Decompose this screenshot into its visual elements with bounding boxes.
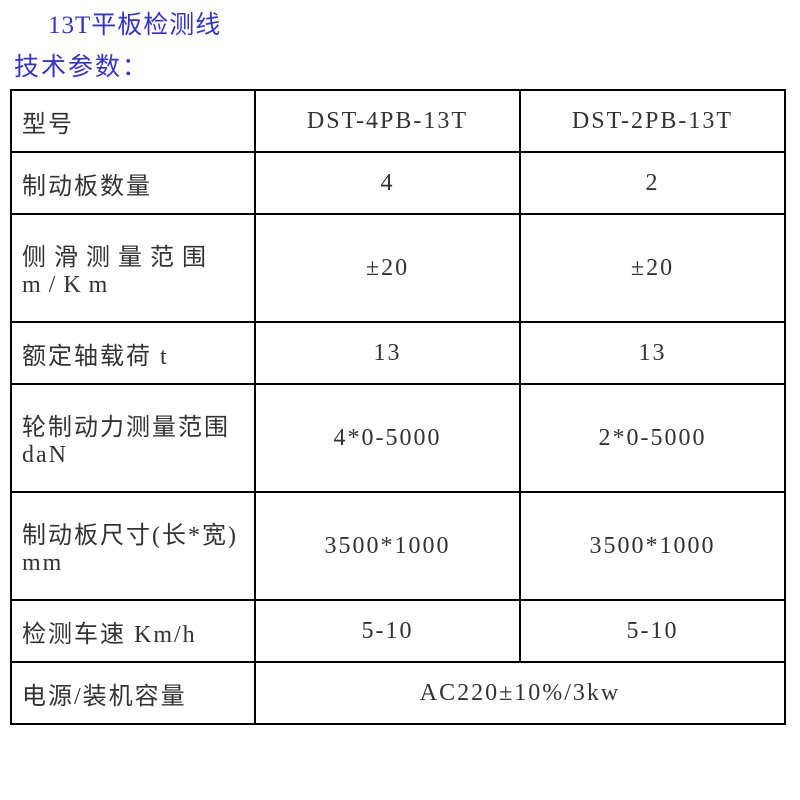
table-row: 检测车速 Km/h 5-10 5-10: [11, 600, 785, 662]
cell-value: 2: [520, 152, 785, 214]
cell-value: 3500*1000: [255, 492, 520, 600]
cell-label: 制动板数量: [11, 152, 255, 214]
cell-label: 轮制动力测量范围 daN: [11, 384, 255, 492]
cell-value: DST-4PB-13T: [255, 90, 520, 152]
cell-value: 5-10: [255, 600, 520, 662]
cell-value: 4: [255, 152, 520, 214]
spec-table: 型号 DST-4PB-13T DST-2PB-13T 制动板数量 4 2 侧滑测…: [10, 89, 786, 725]
cell-value: 13: [255, 322, 520, 384]
cell-label: 型号: [11, 90, 255, 152]
table-row: 制动板数量 4 2: [11, 152, 785, 214]
cell-value: 13: [520, 322, 785, 384]
cell-value: 4*0-5000: [255, 384, 520, 492]
cell-value-merged: AC220±10%/3kw: [255, 662, 785, 724]
table-row: 轮制动力测量范围 daN 4*0-5000 2*0-5000: [11, 384, 785, 492]
cell-value: ±20: [520, 214, 785, 322]
cell-value: 3500*1000: [520, 492, 785, 600]
cell-label: 电源/装机容量: [11, 662, 255, 724]
page-title: 13T平板检测线: [48, 5, 790, 41]
cell-label: 检测车速 Km/h: [11, 600, 255, 662]
cell-value: 5-10: [520, 600, 785, 662]
table-row: 电源/装机容量 AC220±10%/3kw: [11, 662, 785, 724]
cell-label: 额定轴载荷 t: [11, 322, 255, 384]
table-row: 额定轴载荷 t 13 13: [11, 322, 785, 384]
table-row: 侧滑测量范围m/Km ±20 ±20: [11, 214, 785, 322]
table-row: 制动板尺寸(长*宽) mm 3500*1000 3500*1000: [11, 492, 785, 600]
cell-value: 2*0-5000: [520, 384, 785, 492]
cell-value: ±20: [255, 214, 520, 322]
page-subtitle: 技术参数：: [14, 47, 790, 83]
cell-value: DST-2PB-13T: [520, 90, 785, 152]
cell-label: 制动板尺寸(长*宽) mm: [11, 492, 255, 600]
cell-label: 侧滑测量范围m/Km: [11, 214, 255, 322]
table-row: 型号 DST-4PB-13T DST-2PB-13T: [11, 90, 785, 152]
